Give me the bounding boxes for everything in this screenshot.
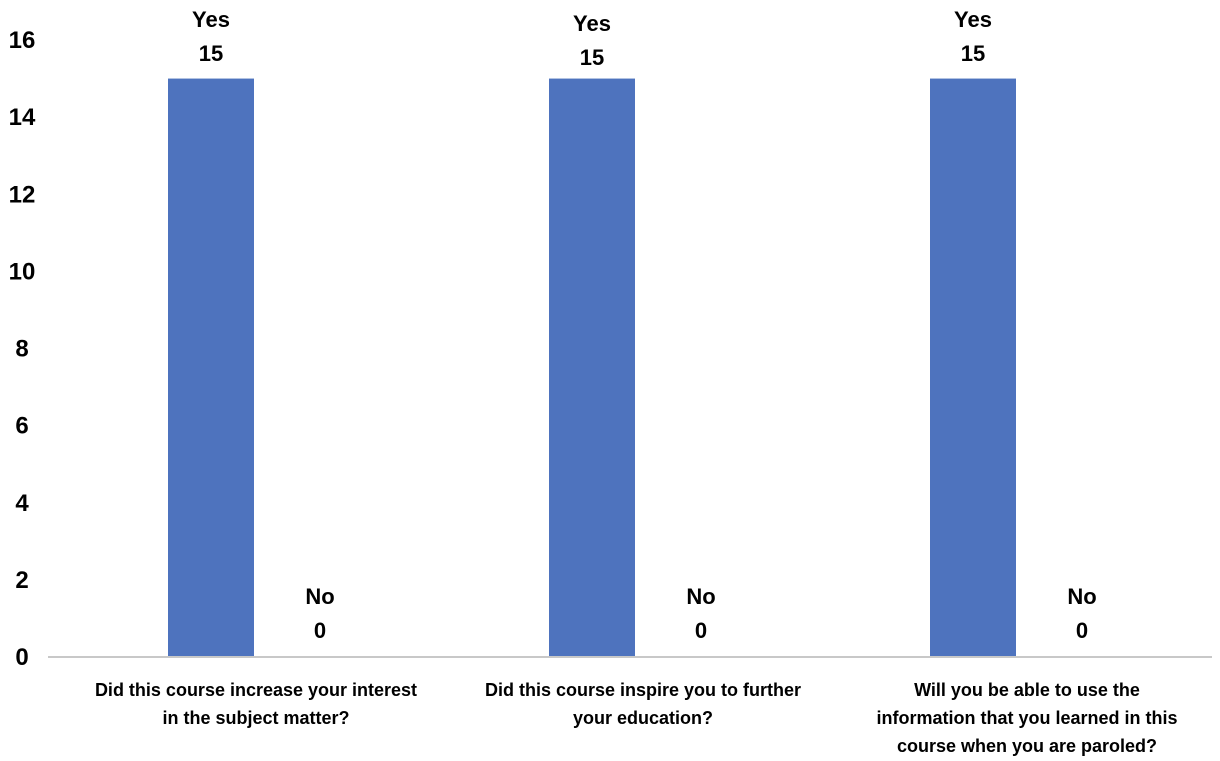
category-label: Will you be able to use the information t…: [876, 680, 1177, 756]
y-tick-label: 6: [15, 413, 28, 440]
data-label-series-name: No: [1067, 584, 1096, 609]
data-label-series-name: Yes: [192, 7, 230, 32]
bar-yes: [549, 78, 635, 657]
bar-yes: [930, 78, 1016, 657]
category-label-line: information that you learned in this: [876, 708, 1177, 728]
data-label-series-name: Yes: [954, 7, 992, 32]
y-axis: 0 2 4 6 8 10 12 14 16: [9, 27, 36, 671]
category-label-line: Did this course increase your interest: [95, 680, 417, 700]
category-label: Did this course inspire you to further yo…: [485, 680, 801, 728]
y-tick-label: 0: [15, 644, 28, 671]
category-label-line: your education?: [573, 708, 713, 728]
bars: [168, 78, 1016, 657]
data-label-value: 15: [961, 41, 985, 66]
bar-yes: [168, 78, 254, 657]
data-label-series-name: Yes: [573, 11, 611, 36]
y-tick-label: 14: [9, 104, 36, 131]
data-label-series-name: No: [305, 584, 334, 609]
y-tick-label: 4: [15, 490, 29, 517]
data-label-series-name: No: [686, 584, 715, 609]
category-label-line: in the subject matter?: [162, 708, 349, 728]
category-label-line: Will you be able to use the: [914, 680, 1140, 700]
data-labels: Yes 15 Yes 15 Yes 15 No 0 No 0 No 0: [192, 7, 1097, 643]
data-label-value: 0: [314, 618, 326, 643]
data-label-value: 15: [199, 41, 223, 66]
category-labels: Did this course increase your interest in…: [95, 680, 1178, 756]
y-tick-label: 8: [15, 336, 28, 363]
category-label: Did this course increase your interest in…: [95, 680, 417, 728]
y-tick-label: 10: [9, 258, 36, 285]
y-tick-label: 2: [15, 567, 28, 594]
data-label-value: 0: [1076, 618, 1088, 643]
y-tick-label: 12: [9, 181, 36, 208]
category-label-line: course when you are paroled?: [897, 736, 1157, 756]
data-label-value: 15: [580, 45, 604, 70]
data-label-value: 0: [695, 618, 707, 643]
category-label-line: Did this course inspire you to further: [485, 680, 801, 700]
y-tick-label: 16: [9, 27, 36, 54]
